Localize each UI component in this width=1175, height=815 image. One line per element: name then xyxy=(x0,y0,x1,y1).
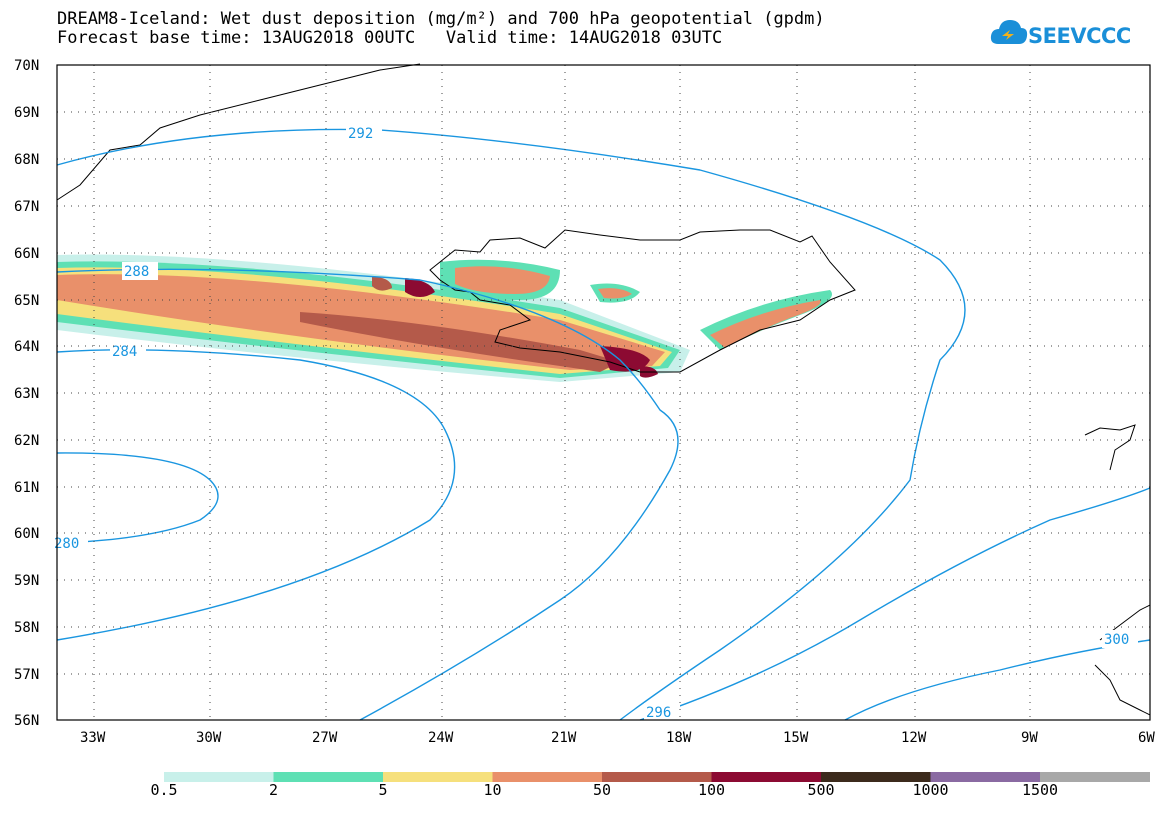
lat-label: 70N xyxy=(14,58,39,74)
lon-label: 15W xyxy=(783,730,809,746)
dust-shading xyxy=(57,254,832,382)
legend-swatch xyxy=(273,772,384,782)
greenland-coast xyxy=(56,63,421,201)
seevccc-logo: SEEVCCC xyxy=(990,16,1140,56)
logo-text: SEEVCCC xyxy=(1028,24,1131,48)
lat-label: 68N xyxy=(14,152,39,168)
legend-swatch xyxy=(383,772,493,782)
lon-label: 9W xyxy=(1021,730,1038,746)
contour-label-300: 300 xyxy=(1104,632,1129,648)
legend-label: 100 xyxy=(697,781,726,799)
contour-label-284: 284 xyxy=(112,344,137,360)
grid-lines xyxy=(57,65,1150,720)
map-frame xyxy=(56,64,1151,721)
lat-label: 56N xyxy=(14,713,39,729)
lon-label: 18W xyxy=(666,730,692,746)
contour-label-292: 292 xyxy=(348,126,373,142)
legend-swatch xyxy=(492,772,603,782)
lon-label: 12W xyxy=(901,730,927,746)
legend-swatch xyxy=(930,772,1041,782)
legend-swatch xyxy=(1040,772,1150,782)
legend-swatch xyxy=(711,772,822,782)
lat-label: 57N xyxy=(14,667,39,683)
lon-label: 33W xyxy=(80,730,106,746)
legend-swatch xyxy=(602,772,712,782)
map-title-line-1: DREAM8-Iceland: Wet dust deposition (mg/… xyxy=(57,9,825,29)
scotland-coast xyxy=(1094,604,1151,716)
longitude-labels: 33W 30W 27W 24W 21W 18W 15W 12W 9W 6W xyxy=(80,730,1155,746)
legend-label: 10 xyxy=(483,781,502,799)
legend-swatch xyxy=(821,772,931,782)
legend-colorbar xyxy=(164,772,1150,782)
contour-label-280: 280 xyxy=(54,536,79,552)
legend-label: 2 xyxy=(268,781,279,799)
coastlines xyxy=(56,63,1151,716)
lon-label: 6W xyxy=(1138,730,1155,746)
lat-label: 59N xyxy=(14,573,39,589)
lat-label: 62N xyxy=(14,433,39,449)
lon-label: 21W xyxy=(551,730,577,746)
legend-swatch xyxy=(164,772,274,782)
lon-label: 27W xyxy=(312,730,338,746)
contour-label-288: 288 xyxy=(124,264,149,280)
geopotential-contours xyxy=(56,128,1151,721)
lon-label: 24W xyxy=(428,730,454,746)
contour-label-296: 296 xyxy=(646,705,671,721)
lat-label: 60N xyxy=(14,526,39,542)
legend-label: 5 xyxy=(378,781,388,799)
lat-label: 65N xyxy=(14,293,39,309)
iceland-coast xyxy=(429,229,856,373)
legend-label: 1000 xyxy=(912,781,949,799)
lat-label: 58N xyxy=(14,620,39,636)
lat-label: 61N xyxy=(14,480,39,496)
legend-label: 50 xyxy=(592,781,612,799)
faroe-coast xyxy=(1084,424,1136,471)
lat-label: 64N xyxy=(14,339,39,355)
map-title-line-2: Forecast base time: 13AUG2018 00UTC Vali… xyxy=(57,28,723,48)
latitude-labels: 70N 69N 68N 67N 66N 65N 64N 63N 62N 61N … xyxy=(14,58,39,729)
cloud-icon xyxy=(990,20,1028,44)
lat-label: 67N xyxy=(14,199,39,215)
legend-label: 1500 xyxy=(1021,781,1059,799)
lat-label: 66N xyxy=(14,246,39,262)
lon-label: 30W xyxy=(196,730,222,746)
lat-label: 69N xyxy=(14,105,39,121)
legend-label: 500 xyxy=(807,781,835,799)
legend-label: 0.5 xyxy=(150,781,178,799)
lat-label: 63N xyxy=(14,386,39,402)
